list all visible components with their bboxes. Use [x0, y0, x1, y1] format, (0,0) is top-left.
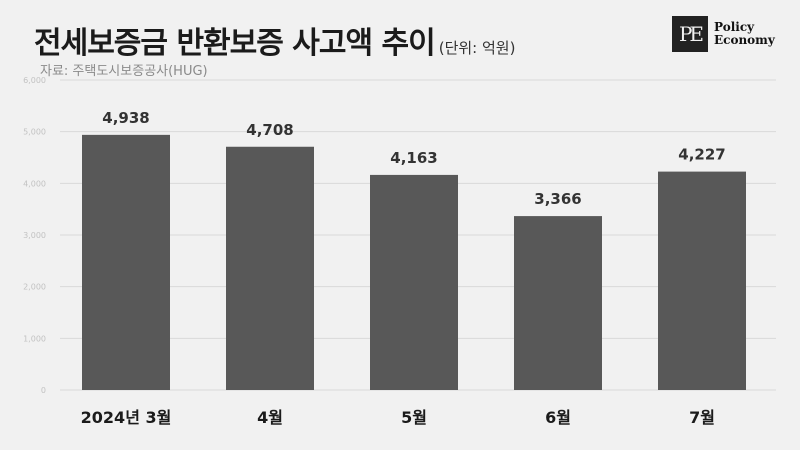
bar: [514, 216, 602, 390]
y-tick-label: 6,000: [23, 76, 46, 85]
data-label: 3,366: [534, 190, 581, 208]
data-label: 4,227: [678, 146, 725, 164]
x-tick-label: 6월: [545, 408, 571, 427]
logo-line-2: Economy: [714, 33, 775, 47]
y-tick-label: 4,000: [23, 179, 46, 188]
logo-line-1: Policy: [714, 20, 755, 34]
page-title: 전세보증금 반환보증 사고액 추이 (단위: 억원): [34, 18, 515, 62]
x-tick-label: 4월: [257, 408, 283, 427]
x-tick-label: 5월: [401, 408, 427, 427]
bar: [226, 146, 314, 390]
chart-title: 전세보증금 반환보증 사고액 추이: [34, 26, 436, 61]
y-tick-label: 0: [41, 386, 46, 395]
logo-text: Policy Economy: [714, 21, 775, 47]
data-label: 4,163: [390, 149, 437, 167]
y-tick-label: 5,000: [23, 128, 46, 137]
x-tick-label: 2024년 3월: [81, 408, 172, 427]
x-tick-label: 7월: [689, 408, 715, 427]
y-tick-label: 1,000: [23, 334, 46, 343]
logo-mark: PE: [672, 16, 708, 52]
data-label: 4,708: [246, 121, 293, 139]
y-tick-label: 3,000: [23, 231, 46, 240]
bar: [370, 174, 458, 390]
source-note: 자료: 주택도시보증공사(HUG): [40, 64, 208, 79]
bar: [82, 134, 170, 390]
data-label: 4,938: [102, 109, 149, 127]
bar: [658, 171, 746, 390]
y-tick-label: 2,000: [23, 283, 46, 292]
unit-label: (단위: 억원): [438, 39, 516, 57]
publisher-logo: PE Policy Economy: [672, 16, 775, 52]
